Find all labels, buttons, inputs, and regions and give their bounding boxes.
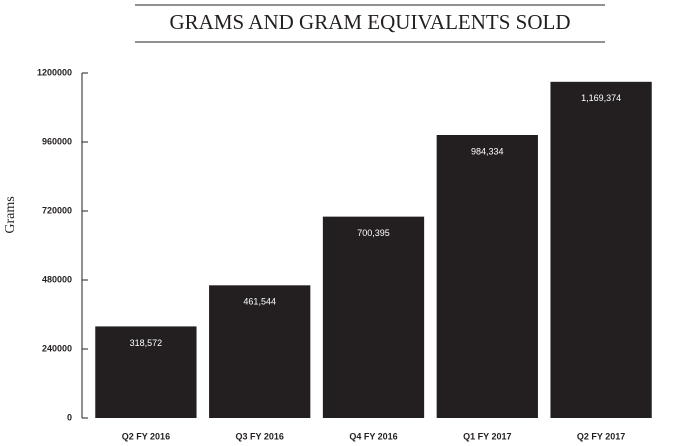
x-tick-label: Q1 FY 2017 (463, 431, 511, 441)
bar (95, 326, 197, 418)
y-axis-label: Grams (3, 196, 18, 233)
y-tick-label: 960000 (42, 136, 72, 146)
y-tick-label: 720000 (42, 205, 72, 215)
x-tick-label: Q4 FY 2016 (349, 431, 397, 441)
x-tick-label: Q3 FY 2016 (236, 431, 284, 441)
chart-title: GRAMS AND GRAM EQUIVALENTS SOLD (170, 10, 571, 34)
value-label: 1,169,374 (581, 93, 621, 103)
value-label: 318,572 (130, 338, 163, 348)
bar (550, 81, 652, 418)
bar (322, 216, 425, 418)
x-tick-label: Q2 FY 2017 (577, 431, 625, 441)
value-label: 700,395 (357, 228, 390, 238)
x-tick-label: Q2 FY 2016 (122, 431, 170, 441)
bar (436, 135, 538, 419)
bar (209, 285, 311, 418)
y-tick-label: 1200000 (37, 67, 72, 77)
value-label: 984,334 (471, 146, 504, 156)
y-tick-label: 240000 (42, 343, 72, 353)
value-label: 461,544 (243, 297, 276, 307)
y-tick-label: 480000 (42, 274, 72, 284)
y-tick-label: 0 (67, 412, 72, 422)
